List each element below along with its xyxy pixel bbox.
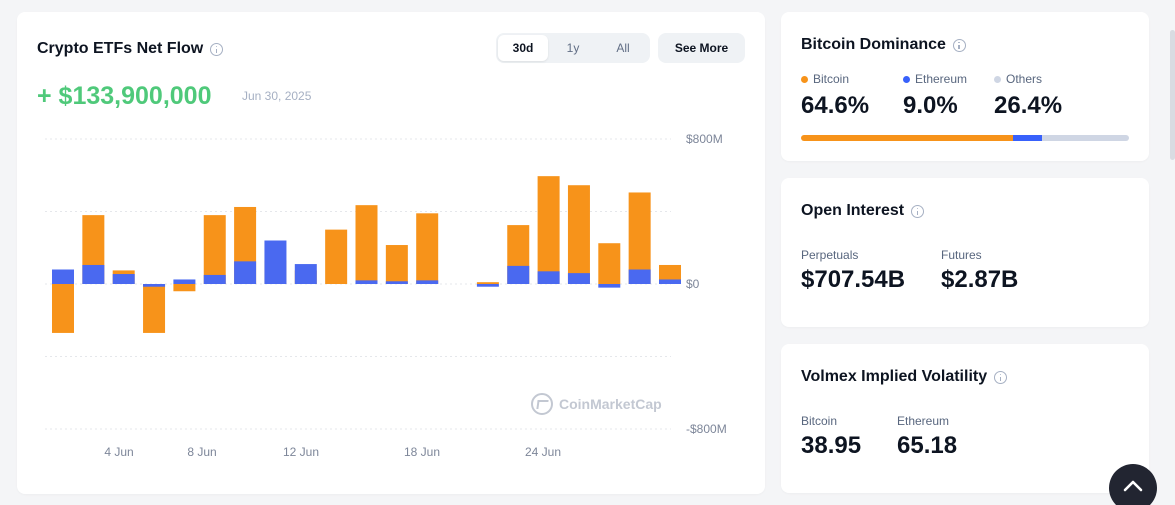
net-flow-chart[interactable]: $800M $0 -$800M 4 Jun 8 Jun 12 Jun 18 Jun 24 Ju…	[17, 12, 765, 494]
bar-bitcoin	[355, 205, 378, 284]
bar-bitcoin	[659, 264, 681, 284]
info-icon[interactable]	[994, 370, 1008, 384]
open-interest-title: Open Interest	[801, 202, 925, 220]
bar-bitcoin	[143, 284, 166, 333]
bar-bitcoin	[598, 243, 621, 284]
bar-ethereum	[416, 280, 439, 284]
y-tick-label: $800M	[686, 132, 723, 146]
y-tick-label: $0	[686, 277, 700, 291]
dominance-title-text: Bitcoin Dominance	[801, 36, 946, 53]
bitcoin-dominance-card: Bitcoin Dominance Bitcoin Ethereum Other…	[781, 12, 1149, 161]
bar-ethereum	[52, 269, 74, 284]
others-dot-icon	[994, 75, 1001, 83]
bar-ethereum	[567, 273, 590, 284]
legend-others-label: Others	[1006, 72, 1043, 86]
y-tick-label: -$800M	[686, 422, 727, 436]
bar-ethereum	[537, 271, 560, 284]
bar-ethereum	[659, 279, 681, 284]
volatility-title: Volmex Implied Volatility	[801, 368, 1008, 386]
bar-bitcoin	[52, 284, 74, 333]
volatility-bitcoin-label: Bitcoin	[801, 414, 838, 428]
bar-bitcoin	[203, 215, 226, 284]
range-30d-button[interactable]: 30d	[498, 35, 548, 61]
bar-ethereum	[598, 284, 621, 288]
range-1y-button[interactable]: 1y	[566, 41, 580, 55]
bar-ethereum	[476, 284, 499, 287]
bar-ethereum	[112, 274, 135, 284]
open-interest-card: Open Interest Perpetuals $707.54B Future…	[781, 178, 1149, 327]
others-dominance-value: 26.4%	[994, 92, 1063, 119]
bar-bitcoin	[416, 213, 439, 284]
ethereum-dominance-value: 9.0%	[903, 92, 958, 119]
etf-title-text: Crypto ETFs Net Flow	[37, 40, 204, 57]
bar-ethereum	[82, 264, 105, 284]
bar-bitcoin	[385, 245, 408, 284]
etf-card-title: Crypto ETFs Net Flow	[37, 40, 224, 58]
volatility-title-text: Volmex Implied Volatility	[801, 368, 988, 385]
legend-ethereum: Ethereum	[903, 72, 967, 86]
bar-ethereum	[203, 274, 226, 284]
bar-ethereum	[355, 280, 378, 284]
legend-bitcoin-label: Bitcoin	[813, 72, 850, 86]
watermark-text: CoinMarketCap	[559, 396, 662, 412]
x-tick-label: 4 Jun	[104, 445, 133, 459]
info-icon[interactable]	[210, 42, 224, 56]
see-more-button[interactable]: See More	[658, 33, 745, 63]
scroll-to-top-button[interactable]	[1109, 464, 1157, 505]
page-scrollbar[interactable]	[1170, 30, 1175, 160]
bar-ethereum	[264, 240, 287, 284]
dominance-card-title: Bitcoin Dominance	[801, 36, 966, 54]
dominance-bar	[801, 135, 1129, 141]
open-interest-title-text: Open Interest	[801, 202, 905, 219]
net-flow-value: + $133,900,000	[37, 82, 212, 110]
dominance-bar-others	[1042, 135, 1129, 141]
range-toggle: 30d 1y All	[496, 33, 650, 63]
perpetuals-value: $707.54B	[801, 266, 906, 293]
legend-ethereum-label: Ethereum	[915, 72, 968, 86]
futures-label: Futures	[941, 248, 982, 262]
bar-bitcoin	[628, 192, 651, 284]
bitcoin-dot-icon	[801, 75, 808, 83]
info-icon[interactable]	[911, 204, 925, 218]
bar-ethereum	[173, 279, 196, 284]
net-flow-date: Jun 30, 2025	[242, 89, 312, 103]
perpetuals-label: Perpetuals	[801, 248, 859, 262]
chevron-up-icon	[1123, 480, 1143, 492]
info-icon[interactable]	[952, 38, 966, 52]
volatility-ethereum-label: Ethereum	[897, 414, 950, 428]
bar-ethereum	[628, 269, 651, 284]
volatility-ethereum-value: 65.18	[897, 432, 958, 459]
x-tick-label: 18 Jun	[404, 445, 440, 459]
bar-ethereum	[234, 261, 257, 284]
futures-value: $2.87B	[941, 266, 1019, 293]
coinmarketcap-logo-icon	[531, 393, 553, 415]
bar-ethereum	[143, 284, 166, 287]
bar-bitcoin	[476, 282, 499, 284]
legend-bitcoin: Bitcoin	[801, 72, 849, 86]
bar-bitcoin	[173, 284, 196, 292]
x-tick-label: 24 Jun	[525, 445, 561, 459]
legend-others: Others	[994, 72, 1042, 86]
bar-bitcoin	[567, 185, 590, 284]
coinmarketcap-watermark: CoinMarketCap	[531, 393, 662, 415]
dominance-bar-bitcoin	[801, 135, 1013, 141]
x-tick-label: 12 Jun	[283, 445, 319, 459]
bar-ethereum	[385, 281, 408, 284]
bar-ethereum	[507, 265, 530, 284]
bar-bitcoin	[537, 176, 560, 284]
volmex-volatility-card: Volmex Implied Volatility Bitcoin 38.95 …	[781, 344, 1149, 493]
x-tick-label: 8 Jun	[187, 445, 216, 459]
dominance-bar-ethereum	[1012, 135, 1043, 141]
bar-ethereum	[294, 264, 317, 284]
etf-net-flow-card: Crypto ETFs Net Flow 30d 1y All See More…	[17, 12, 765, 494]
range-all-button[interactable]: All	[616, 41, 630, 55]
volatility-bitcoin-value: 38.95	[801, 432, 862, 459]
ethereum-dot-icon	[903, 75, 910, 83]
bar-bitcoin	[325, 229, 348, 284]
bitcoin-dominance-value: 64.6%	[801, 92, 870, 119]
